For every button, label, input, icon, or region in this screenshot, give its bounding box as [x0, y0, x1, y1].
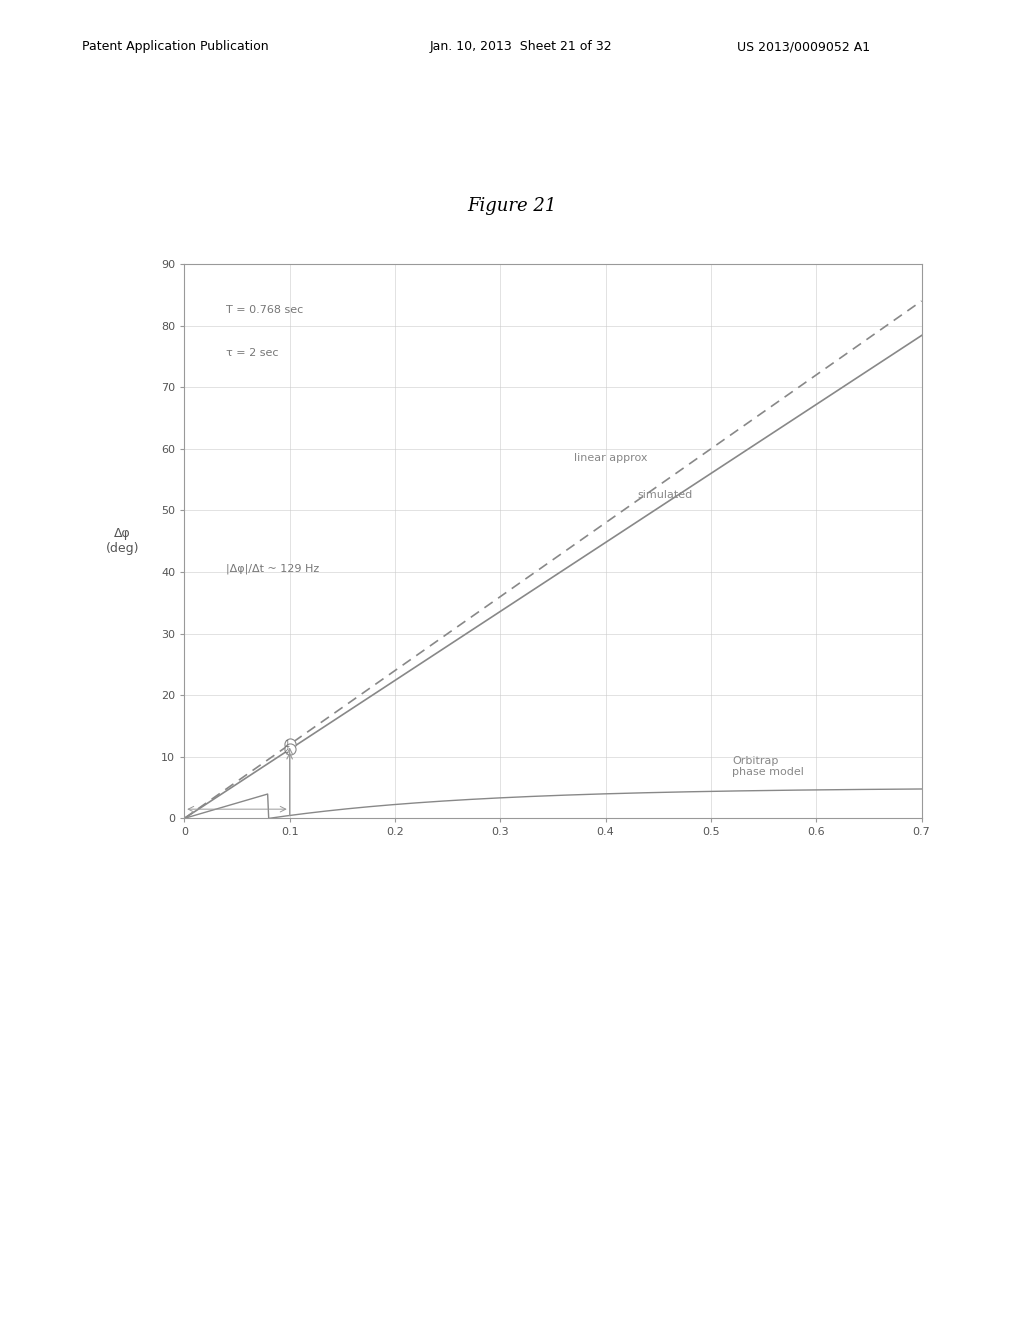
Text: Orbitrap
phase model: Orbitrap phase model — [732, 755, 804, 777]
Text: Patent Application Publication: Patent Application Publication — [82, 40, 268, 53]
Text: Figure 21: Figure 21 — [467, 197, 557, 215]
Text: US 2013/0009052 A1: US 2013/0009052 A1 — [737, 40, 870, 53]
Text: τ = 2 sec: τ = 2 sec — [226, 348, 279, 359]
Text: 2: 2 — [284, 746, 289, 755]
Text: linear approx: linear approx — [574, 453, 647, 463]
Text: T = 0.768 sec: T = 0.768 sec — [226, 305, 304, 315]
Text: simulated: simulated — [637, 490, 692, 500]
Text: |Δφ|/Δt ~ 129 Hz: |Δφ|/Δt ~ 129 Hz — [226, 564, 319, 574]
Y-axis label: Δφ
(deg): Δφ (deg) — [105, 527, 139, 556]
Text: 1: 1 — [284, 741, 289, 748]
Text: Jan. 10, 2013  Sheet 21 of 32: Jan. 10, 2013 Sheet 21 of 32 — [430, 40, 612, 53]
